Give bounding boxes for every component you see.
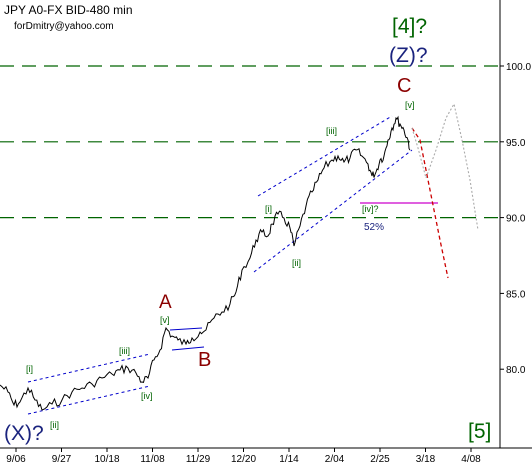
- channel-upper-line: [257, 115, 393, 197]
- chart-subtitle: forDmitry@yahoo.com: [14, 21, 114, 32]
- x-tick-label: 1/14: [279, 454, 299, 465]
- wave-label: 52%: [364, 222, 384, 233]
- x-tick-label: 12/20: [231, 454, 256, 465]
- wave-label: [iv]: [141, 391, 153, 401]
- y-tick-label: 95.0: [506, 138, 526, 149]
- channel-upper-line: [169, 327, 203, 331]
- channel-lower-line: [27, 385, 151, 415]
- wave-label: [iii]: [119, 346, 130, 356]
- wave-label: [i]: [265, 204, 272, 214]
- projection-path: [411, 127, 449, 279]
- y-tick-label: 90.0: [506, 214, 526, 225]
- x-tick-label: 9/27: [52, 454, 72, 465]
- wave-label: B: [198, 349, 211, 371]
- x-tick-label: 10/18: [94, 454, 119, 465]
- x-tick-label: 4/08: [461, 454, 481, 465]
- channel-lower-line: [171, 346, 205, 351]
- wave-label: [4]?: [392, 15, 427, 38]
- wave-labels: [4]? (Z)? C [v] [iii] [i] [iv]? 52% [ii] A [v] B [ii…: [4, 15, 491, 445]
- chart-title: JPY A0-FX BID-480 min: [4, 3, 133, 17]
- x-tick-label: 2/04: [325, 454, 345, 465]
- trend-channels: [27, 115, 413, 415]
- x-tick-label: 9/06: [6, 454, 26, 465]
- wave-label: [ii]: [50, 420, 59, 430]
- x-tick-label: 3/18: [416, 454, 436, 465]
- y-tick-label: 100.0: [506, 62, 531, 73]
- x-tick-label: 11/08: [140, 454, 165, 465]
- wave-label: [v]: [160, 315, 170, 325]
- x-axis: 9/06 9/27 10/18 11/08 11/29 12/20 1/14 2/04 2/25…: [6, 448, 481, 465]
- projection-layer: [360, 102, 479, 279]
- wave-label: C: [397, 75, 411, 97]
- horizontal-levels: [0, 65, 500, 219]
- wave-label: [iv]?: [362, 204, 379, 214]
- wave-label: [ii]: [292, 258, 301, 268]
- y-axis: 80.0 85.0 90.0 95.0 100.0: [500, 62, 531, 376]
- channel-upper-line: [27, 353, 151, 383]
- wave-label: [iii]: [326, 126, 337, 136]
- price-line: [0, 115, 411, 411]
- y-tick-label: 80.0: [506, 365, 526, 376]
- y-tick-label: 85.0: [506, 289, 526, 300]
- wave-label: [5]: [468, 420, 491, 443]
- wave-label: (Z)?: [389, 44, 428, 67]
- wave-label: [i]: [26, 364, 33, 374]
- price-series-layer: [0, 115, 411, 411]
- wave-label: [v]: [405, 100, 415, 110]
- x-tick-label: 11/29: [186, 454, 211, 465]
- wave-label: A: [159, 292, 172, 313]
- wave-label: (X)?: [4, 422, 44, 445]
- x-tick-label: 2/25: [370, 454, 390, 465]
